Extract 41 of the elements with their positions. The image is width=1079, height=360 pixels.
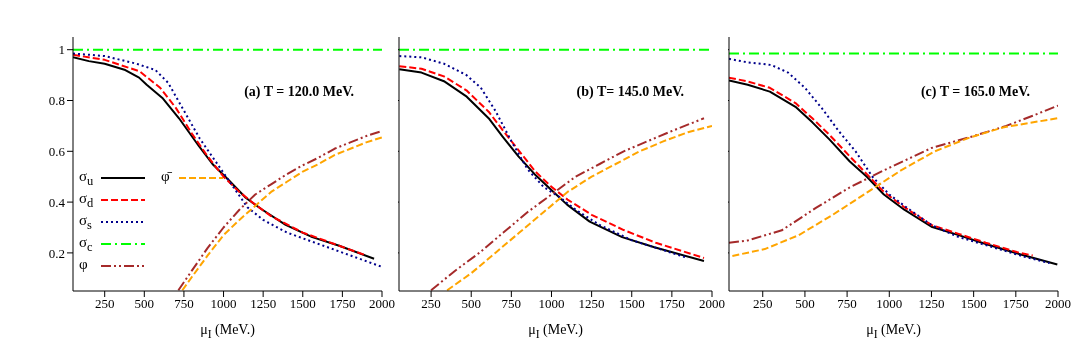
x-tick-label: 1500 [960,296,987,312]
y-tick-label: 0.6 [48,143,66,159]
x-tick-label: 500 [795,296,815,312]
annotation: (a) T = 120.0 MeV. [244,84,354,99]
x-tick-label: 1000 [210,296,237,312]
y-tick-label: 0.8 [48,93,65,109]
x-tick-label: 1500 [289,296,316,312]
y-tick-label: 0.4 [48,194,66,210]
annotation: (b) T= 145.0 MeV. [576,84,684,99]
legend-label: σ$_{d}$ [79,190,95,212]
x-axis-title: μ$_{I}$ (MeV.) [866,322,921,341]
x-tick-label: 250 [94,296,115,312]
x-tick-label: 2000 [699,296,725,312]
x-tick-label: 500 [134,296,155,312]
x-axis-title: μ$_{I}$ (MeV.) [528,322,583,341]
x-tick-label: 1250 [250,296,277,312]
x-tick-label: 1250 [578,296,605,312]
x-tick-label: 750 [837,296,857,312]
y-tick-label: 0.2 [48,245,65,261]
x-tick-label: 500 [461,296,481,312]
x-tick-label: 2000 [369,296,395,312]
x-tick-label: 1750 [329,296,356,312]
legend-label: φ [79,256,89,273]
y-tick-label: 1 [58,42,65,58]
legend-label: σ$_{c}$ [79,234,94,256]
x-tick-label: 1000 [876,296,903,312]
x-tick-label: 250 [421,296,441,312]
x-axis-title: μ$_{I}$ (MeV.) [200,322,255,341]
x-tick-label: 1750 [658,296,685,312]
x-tick-label: 1000 [538,296,565,312]
x-tick-label: 750 [174,296,194,312]
x-tick-label: 1500 [618,296,645,312]
x-tick-label: 2000 [1045,296,1071,312]
legend-label: φ̄ [161,168,173,185]
x-tick-label: 1250 [918,296,945,312]
legend-label: σ$_{s}$ [79,212,93,234]
annotation: (c) T = 165.0 MeV. [920,84,1030,99]
x-tick-label: 250 [752,296,773,312]
legend-label: σ$_{u}$ [79,168,95,190]
x-tick-label: 1750 [1002,296,1029,312]
x-tick-label: 750 [501,296,522,312]
